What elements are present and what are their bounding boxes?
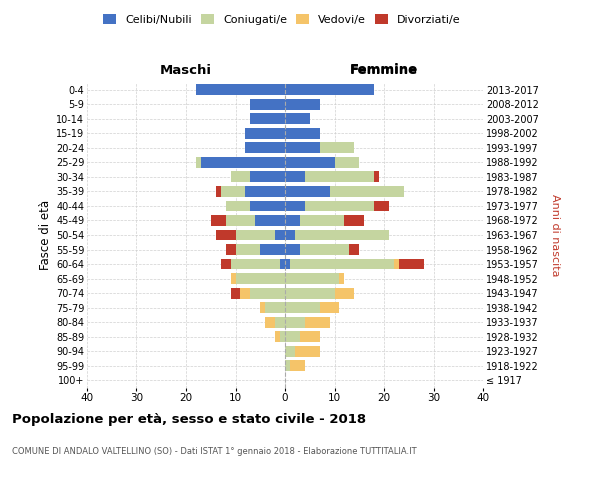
Bar xyxy=(295,346,320,356)
Bar xyxy=(280,258,285,270)
Bar xyxy=(275,331,280,342)
Bar xyxy=(295,230,389,240)
Bar xyxy=(236,273,285,284)
Text: Femmine: Femmine xyxy=(350,64,418,76)
Bar xyxy=(216,186,221,197)
Y-axis label: Fasce di età: Fasce di età xyxy=(38,200,52,270)
Bar xyxy=(285,360,290,371)
Bar xyxy=(300,331,320,342)
Bar xyxy=(226,215,256,226)
Bar xyxy=(320,302,340,313)
Bar xyxy=(250,288,285,298)
Legend: Celibi/Nubili, Coniugati/e, Vedovi/e, Divorziati/e: Celibi/Nubili, Coniugati/e, Vedovi/e, Di… xyxy=(100,10,464,28)
Bar xyxy=(241,288,250,298)
Bar xyxy=(285,128,320,139)
Bar xyxy=(335,157,359,168)
Bar xyxy=(226,200,250,211)
Bar xyxy=(329,186,404,197)
Bar xyxy=(285,99,320,110)
Bar xyxy=(245,142,285,154)
Bar xyxy=(265,316,275,328)
Bar xyxy=(394,258,399,270)
Text: Femmine: Femmine xyxy=(350,64,418,78)
Bar xyxy=(265,302,285,313)
Bar xyxy=(285,230,295,240)
Bar xyxy=(250,200,285,211)
Bar xyxy=(320,142,355,154)
Bar xyxy=(250,114,285,124)
Bar xyxy=(285,331,300,342)
Bar xyxy=(250,172,285,182)
Bar xyxy=(245,186,285,197)
Bar xyxy=(260,244,285,255)
Bar xyxy=(335,288,355,298)
Bar xyxy=(344,215,364,226)
Bar xyxy=(374,172,379,182)
Bar xyxy=(285,302,320,313)
Bar xyxy=(275,230,285,240)
Bar xyxy=(285,186,329,197)
Text: COMUNE DI ANDALO VALTELLINO (SO) - Dati ISTAT 1° gennaio 2018 - Elaborazione TUT: COMUNE DI ANDALO VALTELLINO (SO) - Dati … xyxy=(12,448,416,456)
Bar xyxy=(300,215,344,226)
Bar xyxy=(374,200,389,211)
Bar xyxy=(230,258,280,270)
Bar xyxy=(285,215,300,226)
Bar xyxy=(250,99,285,110)
Bar xyxy=(290,258,394,270)
Bar xyxy=(245,128,285,139)
Bar xyxy=(290,360,305,371)
Bar xyxy=(285,288,335,298)
Bar xyxy=(236,244,260,255)
Text: Popolazione per età, sesso e stato civile - 2018: Popolazione per età, sesso e stato civil… xyxy=(12,412,366,426)
Bar xyxy=(285,258,290,270)
Bar xyxy=(285,172,305,182)
Bar xyxy=(399,258,424,270)
Bar xyxy=(226,244,236,255)
Bar xyxy=(285,84,374,95)
Bar xyxy=(211,215,226,226)
Bar xyxy=(280,331,285,342)
Bar xyxy=(285,244,300,255)
Bar xyxy=(201,157,285,168)
Bar xyxy=(221,186,245,197)
Y-axis label: Anni di nascita: Anni di nascita xyxy=(550,194,560,276)
Bar xyxy=(256,215,285,226)
Bar xyxy=(305,172,374,182)
Bar xyxy=(230,273,236,284)
Bar xyxy=(285,200,305,211)
Text: Maschi: Maschi xyxy=(160,64,212,78)
Bar xyxy=(285,114,310,124)
Bar xyxy=(230,288,241,298)
Bar xyxy=(349,244,359,255)
Bar xyxy=(275,316,285,328)
Bar xyxy=(260,302,265,313)
Bar xyxy=(285,316,305,328)
Bar xyxy=(285,157,335,168)
Bar xyxy=(305,316,329,328)
Bar xyxy=(285,273,340,284)
Bar xyxy=(230,172,250,182)
Bar xyxy=(305,200,374,211)
Bar xyxy=(300,244,349,255)
Bar xyxy=(216,230,236,240)
Bar xyxy=(236,230,275,240)
Bar xyxy=(285,142,320,154)
Bar xyxy=(196,84,285,95)
Bar xyxy=(221,258,230,270)
Bar xyxy=(285,346,295,356)
Bar xyxy=(196,157,201,168)
Bar xyxy=(340,273,344,284)
